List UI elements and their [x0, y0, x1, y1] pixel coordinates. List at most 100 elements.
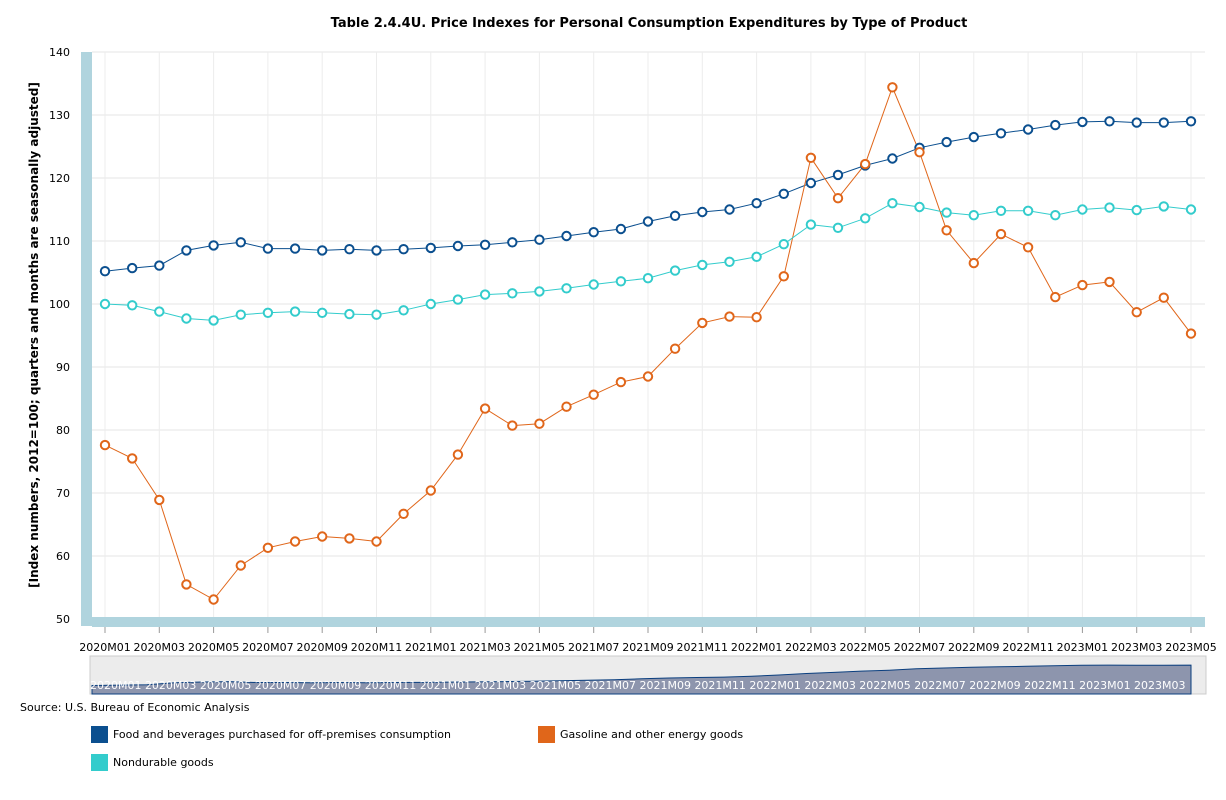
- data-point[interactable]: [968, 210, 979, 221]
- data-point[interactable]: [235, 560, 247, 571]
- data-point[interactable]: [1077, 279, 1088, 291]
- data-point[interactable]: [479, 239, 491, 251]
- data-point[interactable]: [479, 403, 491, 414]
- data-point[interactable]: [398, 244, 409, 255]
- data-point[interactable]: [941, 207, 952, 218]
- data-point[interactable]: [154, 494, 165, 506]
- data-point[interactable]: [262, 542, 274, 553]
- data-point[interactable]: [181, 579, 192, 590]
- data-point[interactable]: [1077, 204, 1088, 215]
- data-point[interactable]: [154, 260, 165, 271]
- data-point[interactable]: [669, 265, 681, 276]
- data-point[interactable]: [398, 305, 409, 316]
- data-point[interactable]: [669, 343, 681, 354]
- data-point[interactable]: [181, 245, 192, 256]
- data-point[interactable]: [561, 230, 572, 242]
- data-point[interactable]: [534, 234, 545, 245]
- data-point[interactable]: [642, 216, 654, 227]
- data-point[interactable]: [99, 298, 111, 310]
- data-point[interactable]: [398, 508, 409, 519]
- data-point[interactable]: [751, 251, 762, 262]
- data-point[interactable]: [181, 313, 192, 324]
- data-point[interactable]: [208, 315, 219, 326]
- data-point[interactable]: [534, 286, 545, 297]
- data-point[interactable]: [452, 240, 464, 252]
- data-point[interactable]: [1158, 201, 1170, 212]
- data-point[interactable]: [697, 206, 708, 218]
- data-point[interactable]: [805, 177, 817, 189]
- data-point[interactable]: [371, 536, 382, 547]
- data-point[interactable]: [1077, 116, 1088, 128]
- data-point[interactable]: [371, 245, 382, 256]
- data-point[interactable]: [697, 259, 708, 271]
- data-point[interactable]: [262, 243, 274, 254]
- data-point[interactable]: [887, 82, 898, 93]
- data-point[interactable]: [127, 300, 138, 311]
- data-point[interactable]: [1131, 204, 1142, 216]
- data-point[interactable]: [588, 389, 599, 400]
- data-point[interactable]: [724, 311, 735, 322]
- data-point[interactable]: [941, 136, 952, 148]
- data-point[interactable]: [805, 152, 817, 164]
- data-point[interactable]: [887, 153, 898, 164]
- data-point[interactable]: [751, 312, 762, 323]
- data-point[interactable]: [588, 227, 599, 238]
- data-point[interactable]: [507, 420, 518, 431]
- data-point[interactable]: [317, 307, 328, 318]
- data-point[interactable]: [778, 188, 789, 200]
- data-point[interactable]: [1050, 291, 1061, 303]
- data-point[interactable]: [832, 193, 844, 204]
- data-point[interactable]: [1022, 242, 1034, 253]
- data-point[interactable]: [805, 219, 817, 230]
- data-point[interactable]: [235, 237, 247, 248]
- data-point[interactable]: [127, 262, 138, 274]
- data-point[interactable]: [1050, 119, 1061, 131]
- data-point[interactable]: [561, 401, 572, 412]
- data-point[interactable]: [778, 271, 789, 282]
- data-point[interactable]: [642, 273, 654, 284]
- data-point[interactable]: [289, 536, 301, 547]
- data-point[interactable]: [914, 147, 925, 158]
- data-point[interactable]: [208, 240, 219, 251]
- data-point[interactable]: [289, 306, 301, 317]
- data-point[interactable]: [642, 371, 654, 382]
- data-point[interactable]: [344, 244, 355, 255]
- data-point[interactable]: [235, 309, 247, 320]
- data-point[interactable]: [371, 309, 382, 320]
- data-point[interactable]: [452, 294, 464, 305]
- data-point[interactable]: [995, 228, 1007, 240]
- data-point[interactable]: [425, 242, 436, 254]
- data-point[interactable]: [425, 485, 436, 496]
- data-point[interactable]: [561, 283, 572, 294]
- data-point[interactable]: [615, 376, 627, 388]
- data-point[interactable]: [1185, 116, 1197, 127]
- data-point[interactable]: [669, 210, 681, 222]
- data-point[interactable]: [344, 533, 355, 544]
- data-point[interactable]: [154, 306, 165, 317]
- data-point[interactable]: [1104, 202, 1115, 213]
- data-point[interactable]: [968, 257, 979, 269]
- data-point[interactable]: [1158, 117, 1170, 128]
- data-point[interactable]: [697, 317, 708, 329]
- data-point[interactable]: [832, 169, 844, 181]
- data-point[interactable]: [588, 279, 599, 290]
- data-point[interactable]: [99, 266, 111, 277]
- data-point[interactable]: [534, 418, 545, 429]
- data-point[interactable]: [968, 131, 979, 143]
- data-point[interactable]: [1158, 292, 1170, 303]
- data-point[interactable]: [751, 198, 762, 209]
- data-point[interactable]: [317, 245, 328, 256]
- data-point[interactable]: [479, 289, 491, 300]
- data-point[interactable]: [995, 205, 1007, 217]
- data-point[interactable]: [995, 128, 1007, 139]
- data-point[interactable]: [1104, 116, 1115, 127]
- data-point[interactable]: [1022, 205, 1034, 217]
- data-point[interactable]: [289, 243, 301, 254]
- data-point[interactable]: [778, 239, 789, 250]
- data-point[interactable]: [941, 225, 952, 236]
- data-point[interactable]: [1022, 124, 1034, 135]
- data-point[interactable]: [1185, 204, 1197, 215]
- data-point[interactable]: [860, 213, 871, 224]
- data-point[interactable]: [208, 594, 219, 605]
- data-point[interactable]: [724, 204, 735, 215]
